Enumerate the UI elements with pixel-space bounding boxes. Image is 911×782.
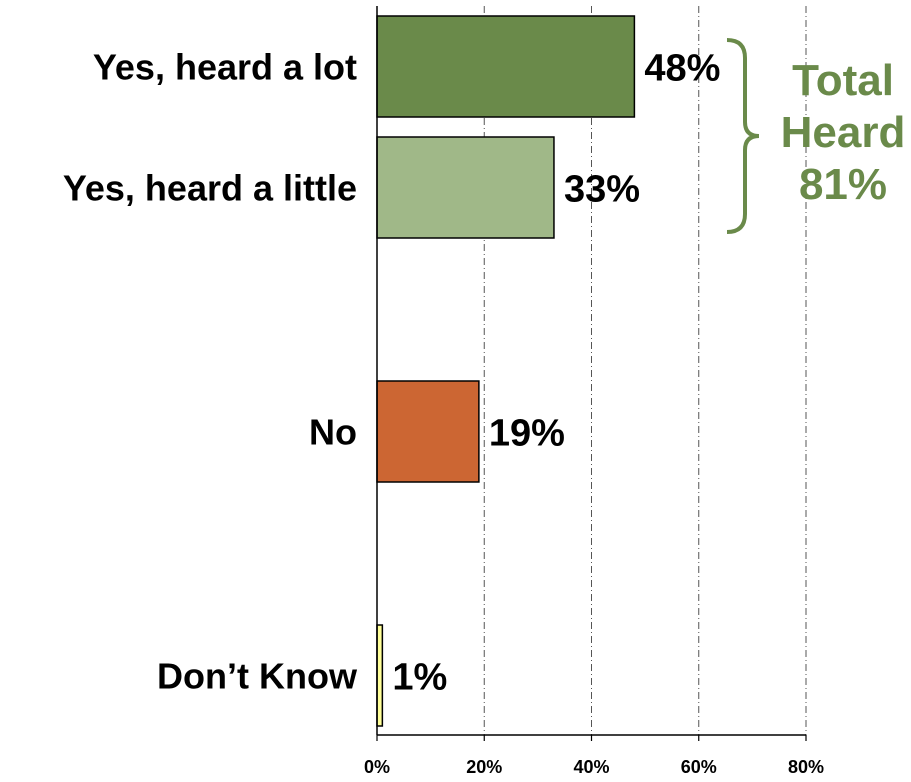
bracket-brace bbox=[726, 38, 760, 234]
category-label: Don’t Know bbox=[157, 656, 358, 697]
bar-3 bbox=[376, 624, 384, 727]
axes bbox=[376, 6, 807, 741]
labels: 0% 20% 40% 60% 80% Yes, heard a lot Yes, heard… bbox=[63, 47, 824, 778]
gridlines bbox=[483, 6, 807, 735]
data-label: 48% bbox=[644, 48, 720, 90]
category-label: Yes, heard a lot bbox=[93, 47, 357, 88]
annotation-text: 81% bbox=[799, 160, 887, 209]
annotation-text: Heard bbox=[781, 108, 906, 157]
x-tick-label: 20% bbox=[466, 757, 502, 777]
x-tick-label: 0% bbox=[364, 757, 390, 777]
category-label: Yes, heard a little bbox=[63, 168, 357, 209]
bar-2 bbox=[376, 380, 480, 483]
bar-0 bbox=[376, 15, 636, 118]
bar-1 bbox=[376, 136, 555, 239]
x-tick-label: 80% bbox=[788, 757, 824, 777]
data-label: 19% bbox=[489, 413, 565, 455]
annotation-text: Total bbox=[792, 56, 894, 105]
category-label: No bbox=[309, 412, 357, 453]
x-tick-label: 60% bbox=[681, 757, 717, 777]
x-tick-label: 40% bbox=[573, 757, 609, 777]
bars bbox=[376, 15, 636, 727]
data-label: 33% bbox=[564, 169, 640, 211]
data-label: 1% bbox=[392, 657, 447, 699]
